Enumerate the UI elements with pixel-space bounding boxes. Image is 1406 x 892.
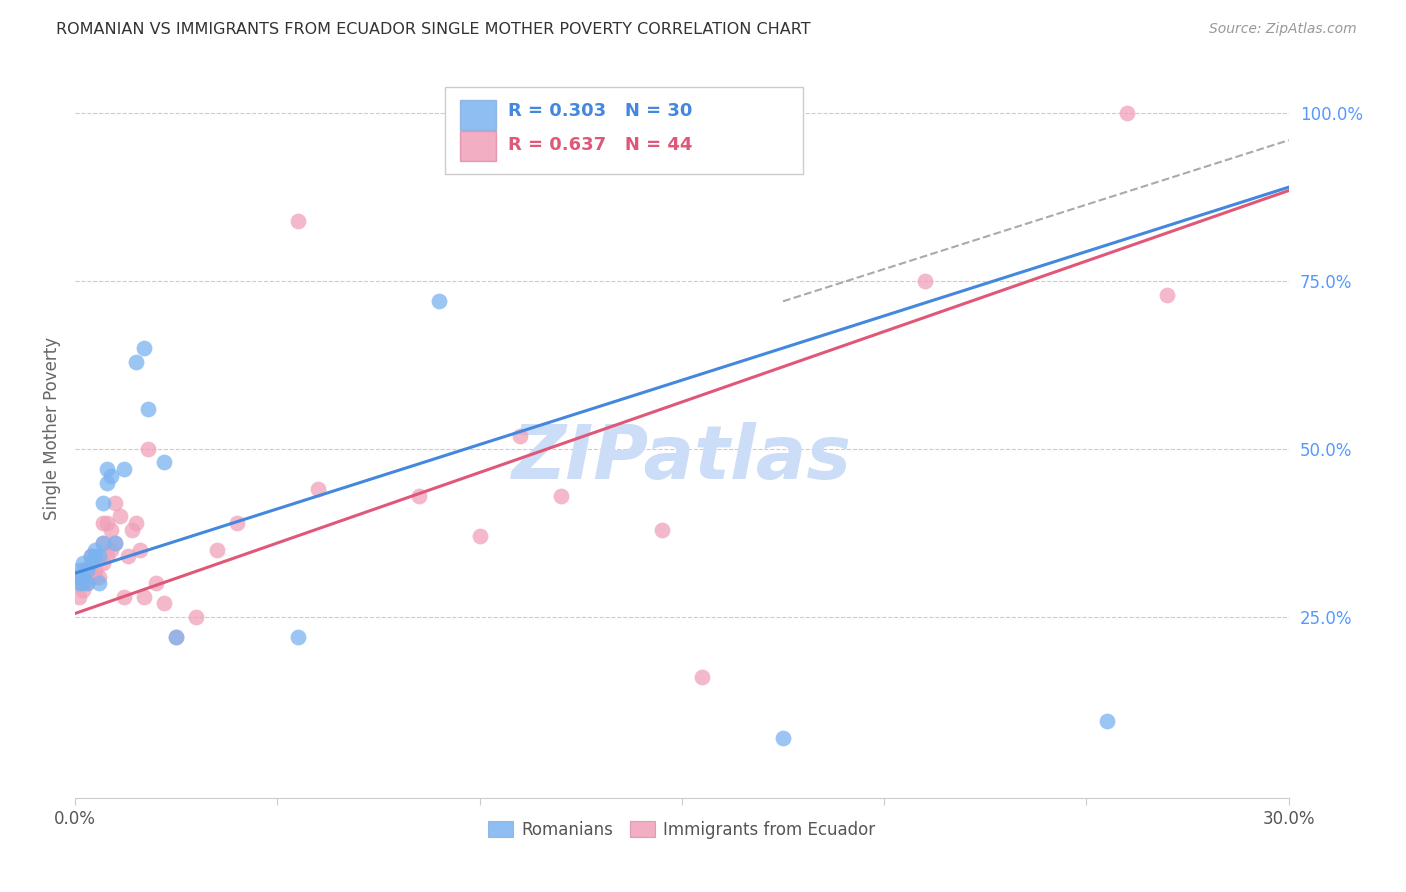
Point <box>145 576 167 591</box>
Point <box>76 563 98 577</box>
Point <box>427 294 450 309</box>
FancyBboxPatch shape <box>446 87 803 174</box>
Point <box>132 341 155 355</box>
Point <box>67 569 90 583</box>
Point <box>76 563 98 577</box>
Point <box>112 590 135 604</box>
Point <box>84 563 107 577</box>
Point <box>67 576 90 591</box>
Point <box>128 542 150 557</box>
Point <box>153 596 176 610</box>
Point <box>651 523 673 537</box>
Point <box>125 355 148 369</box>
Point <box>89 576 111 591</box>
Point <box>100 468 122 483</box>
Point <box>72 569 94 583</box>
Point <box>80 549 103 564</box>
Point <box>96 475 118 490</box>
Point <box>84 549 107 564</box>
Point <box>136 401 159 416</box>
Point <box>1116 106 1139 120</box>
Point <box>72 576 94 591</box>
Point <box>72 582 94 597</box>
Point <box>153 455 176 469</box>
Point <box>84 542 107 557</box>
Point <box>117 549 139 564</box>
Point <box>287 630 309 644</box>
Legend: Romanians, Immigrants from Ecuador: Romanians, Immigrants from Ecuador <box>482 814 882 846</box>
Point <box>550 489 572 503</box>
Point <box>91 536 114 550</box>
Point <box>509 428 531 442</box>
Point <box>165 630 187 644</box>
FancyBboxPatch shape <box>460 100 496 129</box>
Point <box>67 576 90 591</box>
Point <box>96 462 118 476</box>
Point <box>100 523 122 537</box>
Point <box>205 542 228 557</box>
Point <box>104 496 127 510</box>
Text: R = 0.303   N = 30: R = 0.303 N = 30 <box>509 102 693 120</box>
Point <box>307 483 329 497</box>
Point <box>104 536 127 550</box>
Point <box>408 489 430 503</box>
Point <box>914 274 936 288</box>
Point <box>104 536 127 550</box>
Point <box>112 462 135 476</box>
Text: ZIPatlas: ZIPatlas <box>512 422 852 495</box>
Point <box>225 516 247 530</box>
Point <box>121 523 143 537</box>
Point <box>136 442 159 456</box>
Point <box>76 576 98 591</box>
Point <box>108 509 131 524</box>
Point <box>1156 287 1178 301</box>
Point <box>89 569 111 583</box>
Point <box>132 590 155 604</box>
Point <box>80 549 103 564</box>
Point <box>468 529 491 543</box>
Point <box>91 496 114 510</box>
Point <box>287 213 309 227</box>
Point <box>67 563 90 577</box>
Point <box>67 590 90 604</box>
Point <box>89 549 111 564</box>
Point <box>772 731 794 745</box>
Y-axis label: Single Mother Poverty: Single Mother Poverty <box>44 337 60 520</box>
Point <box>76 576 98 591</box>
Point <box>100 542 122 557</box>
Point <box>72 563 94 577</box>
Point <box>96 516 118 530</box>
Point <box>91 556 114 570</box>
Point <box>84 569 107 583</box>
Point <box>91 536 114 550</box>
Point <box>1095 714 1118 728</box>
Point <box>91 516 114 530</box>
Point <box>80 556 103 570</box>
Point <box>72 556 94 570</box>
Point <box>690 670 713 684</box>
Point <box>186 610 208 624</box>
FancyBboxPatch shape <box>460 131 496 161</box>
Text: ROMANIAN VS IMMIGRANTS FROM ECUADOR SINGLE MOTHER POVERTY CORRELATION CHART: ROMANIAN VS IMMIGRANTS FROM ECUADOR SING… <box>56 22 811 37</box>
Point <box>96 549 118 564</box>
Text: R = 0.637   N = 44: R = 0.637 N = 44 <box>509 136 693 153</box>
Text: Source: ZipAtlas.com: Source: ZipAtlas.com <box>1209 22 1357 37</box>
Point <box>125 516 148 530</box>
Point <box>165 630 187 644</box>
